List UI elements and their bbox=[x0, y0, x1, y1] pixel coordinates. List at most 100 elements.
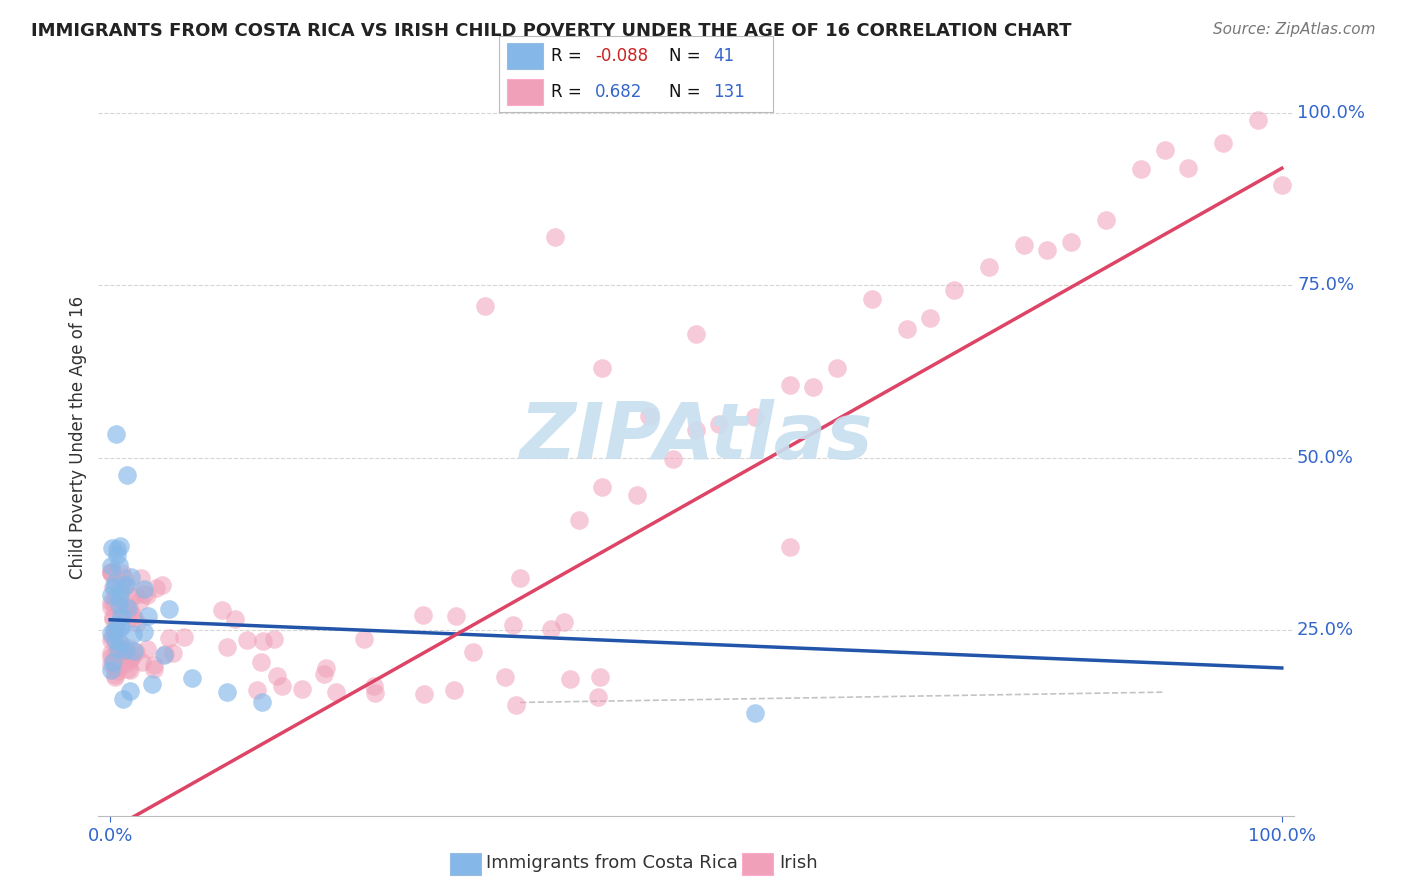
Point bbox=[252, 696, 274, 710]
Point bbox=[111, 646, 134, 660]
Point bbox=[474, 299, 496, 313]
Point bbox=[110, 640, 132, 655]
Point bbox=[246, 683, 269, 698]
Point bbox=[1153, 143, 1175, 157]
Point bbox=[110, 608, 132, 623]
Point bbox=[103, 624, 125, 639]
Point bbox=[588, 690, 610, 704]
Point bbox=[100, 565, 122, 579]
Point bbox=[110, 575, 132, 590]
Point bbox=[509, 572, 531, 586]
Point bbox=[104, 670, 127, 684]
Point bbox=[101, 580, 124, 594]
Point bbox=[896, 321, 918, 335]
Point bbox=[270, 679, 292, 693]
Point bbox=[108, 660, 131, 674]
Text: 100.0%: 100.0% bbox=[1298, 104, 1365, 122]
Point bbox=[591, 361, 613, 376]
Point bbox=[100, 595, 122, 609]
Point bbox=[115, 578, 138, 592]
Point bbox=[977, 260, 1000, 274]
Text: 0.682: 0.682 bbox=[595, 83, 643, 101]
Point bbox=[108, 558, 131, 572]
Point bbox=[502, 618, 524, 632]
Text: ZIPAtlas: ZIPAtlas bbox=[519, 399, 873, 475]
Point bbox=[145, 581, 167, 595]
Point bbox=[638, 409, 661, 424]
Point bbox=[779, 377, 801, 392]
Point bbox=[152, 578, 174, 592]
Point bbox=[125, 588, 148, 602]
Point bbox=[105, 617, 128, 632]
Point bbox=[118, 683, 141, 698]
Point bbox=[104, 623, 127, 637]
Point bbox=[152, 648, 174, 663]
Point bbox=[1247, 113, 1270, 128]
Point bbox=[363, 679, 385, 693]
Point bbox=[122, 644, 145, 658]
Text: 41: 41 bbox=[713, 46, 734, 65]
Point bbox=[173, 630, 195, 644]
Text: 75.0%: 75.0% bbox=[1298, 277, 1354, 294]
Point bbox=[122, 611, 145, 625]
Point bbox=[1271, 178, 1294, 192]
Point bbox=[112, 691, 135, 706]
Point bbox=[104, 589, 127, 603]
Point bbox=[412, 607, 434, 622]
Point bbox=[100, 565, 122, 579]
Point bbox=[252, 634, 274, 648]
Point bbox=[104, 659, 127, 673]
Point bbox=[920, 310, 942, 325]
Point bbox=[412, 687, 434, 701]
Point bbox=[159, 631, 181, 645]
Point bbox=[364, 686, 387, 700]
Point bbox=[105, 621, 128, 635]
Point bbox=[661, 451, 683, 466]
Point bbox=[125, 645, 148, 659]
Point bbox=[115, 467, 138, 482]
Point bbox=[103, 580, 125, 594]
Point bbox=[1060, 235, 1083, 249]
Point bbox=[117, 601, 139, 615]
Point bbox=[122, 626, 145, 640]
Point bbox=[211, 603, 233, 617]
Point bbox=[236, 633, 259, 648]
Point bbox=[558, 672, 581, 686]
Point bbox=[143, 657, 166, 672]
Point bbox=[141, 677, 163, 691]
Point bbox=[942, 283, 965, 297]
Point bbox=[111, 566, 134, 581]
Point bbox=[105, 426, 128, 441]
Point bbox=[135, 641, 157, 656]
Point bbox=[117, 606, 139, 620]
Point bbox=[685, 423, 707, 437]
Point bbox=[107, 633, 129, 648]
Point bbox=[134, 587, 156, 601]
Point bbox=[540, 622, 562, 636]
Text: R =: R = bbox=[551, 83, 588, 101]
Point bbox=[101, 541, 124, 555]
Point bbox=[1130, 162, 1153, 177]
Text: Immigrants from Costa Rica: Immigrants from Costa Rica bbox=[486, 854, 738, 872]
Point bbox=[143, 662, 166, 676]
Point bbox=[108, 636, 131, 650]
Point bbox=[104, 574, 127, 589]
Point bbox=[100, 647, 122, 661]
Point bbox=[135, 588, 157, 602]
Point bbox=[100, 657, 122, 672]
Point bbox=[709, 417, 731, 431]
Point bbox=[132, 582, 155, 596]
Point bbox=[353, 632, 375, 646]
Point bbox=[1177, 161, 1199, 175]
Point bbox=[224, 612, 246, 626]
Point bbox=[505, 698, 527, 712]
Point bbox=[825, 361, 848, 376]
Point bbox=[153, 647, 176, 661]
Point bbox=[553, 615, 575, 629]
Point bbox=[115, 657, 138, 671]
Point bbox=[132, 625, 155, 640]
Point bbox=[315, 661, 337, 675]
Point bbox=[121, 648, 143, 663]
Point bbox=[107, 642, 129, 657]
Point bbox=[444, 608, 467, 623]
